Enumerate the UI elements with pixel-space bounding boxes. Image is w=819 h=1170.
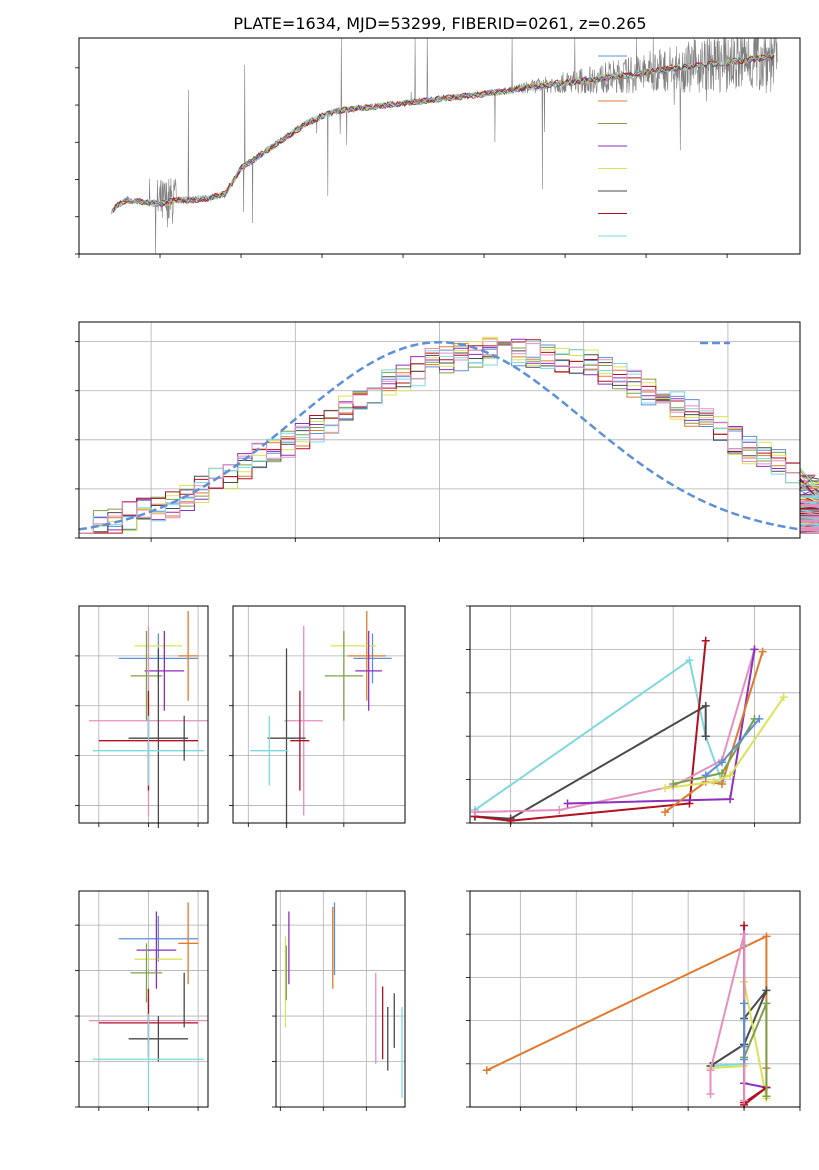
plus-marker [470,808,479,817]
normal-distribution-curve [78,340,801,531]
plus-marker [701,771,710,780]
plus-marker [717,769,726,778]
axes-frame [469,890,801,1108]
axes-frame [78,605,209,824]
axes-frame [78,890,209,1108]
histogram-series-line [79,336,819,534]
figure-title: PLATE=1634, MJD=53299, FIBERID=0261, z=0… [233,14,646,33]
plus-marker [726,771,735,780]
histogram-series-line [79,342,819,534]
plus-marker [755,714,764,723]
mass-vs-ebv-panel [272,890,406,1111]
plus-marker [726,795,735,804]
plus-marker [685,656,694,665]
axes-frame [469,605,801,824]
axes-frame [78,37,801,255]
plus-marker [762,986,771,995]
mass-weight-series-line [709,933,746,1101]
histogram-series-line [79,338,819,534]
plus-marker [706,1066,715,1075]
plus-marker [563,799,572,808]
plus-marker [779,693,788,702]
histogram-series-line [79,339,819,534]
histogram-series-line [79,341,819,534]
plus-marker [706,1090,715,1099]
model-fit-line [112,53,775,214]
mass-vs-metallicity-panel [75,890,209,1111]
plus-marker [740,1042,749,1051]
plus-marker [740,921,749,930]
plus-marker [750,645,759,654]
plus-marker [661,808,670,817]
plus-marker [482,1066,491,1075]
histogram-series-line [79,341,819,534]
plus-marker [661,784,670,793]
mass-weight-series-line [474,640,707,822]
age-vs-metallicity-panel [75,605,209,828]
plus-marker [740,930,749,939]
plus-marker [762,1092,771,1101]
plus-marker [669,779,678,788]
plus-marker [740,1096,749,1105]
axes-frame [275,890,406,1108]
spectrum-panel [75,36,801,258]
plus-marker [762,999,771,1008]
plus-marker [717,779,726,788]
massweight-vs-age-panel [466,605,801,827]
plus-marker [758,647,767,656]
axes-frame [78,321,801,539]
mass-weight-series-line [664,696,785,790]
plus-marker [717,758,726,767]
plus-marker [701,732,710,741]
histogram-series-line [79,338,819,534]
plus-marker [762,932,771,941]
plus-marker [740,999,749,1008]
mass-weight-series-line [709,989,768,1067]
plus-marker [740,1055,749,1064]
massweight-vs-metallicity-panel [466,890,801,1111]
mass-weight-series-line [474,658,723,811]
mass-weight-series-line [474,704,707,820]
plus-marker [701,636,710,645]
plus-marker [709,777,718,786]
age-vs-mass-panel [229,605,406,828]
plus-marker [555,805,564,814]
residual-histogram-panel [75,321,819,542]
plus-marker [701,701,710,710]
mass-weight-series-line [474,649,756,814]
histogram-series-line [79,343,819,534]
axes-frame [232,605,406,824]
